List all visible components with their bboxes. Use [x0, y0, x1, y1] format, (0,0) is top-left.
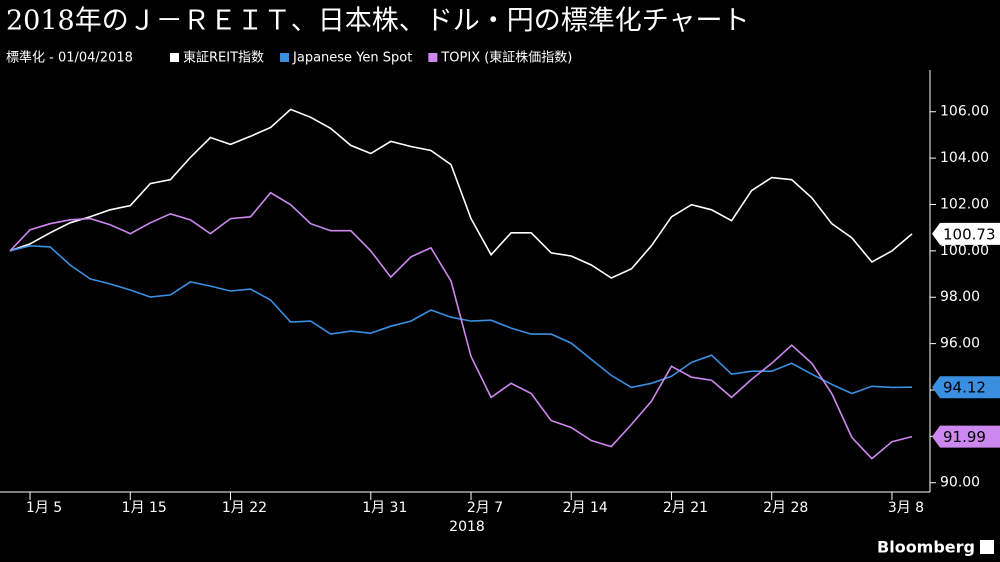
x-tick-label: 2月 7	[467, 500, 503, 516]
y-tick-label: 106.00	[940, 104, 989, 120]
y-tick-label: 100.00	[940, 243, 989, 259]
legend-swatch	[280, 53, 290, 62]
x-tick-label: 2月 14	[563, 500, 608, 516]
legend-label: 東証REIT指数	[183, 50, 264, 66]
end-value-tag	[932, 425, 1000, 448]
x-tick-label: 1月 31	[362, 500, 407, 516]
end-value-label: 94.12	[943, 379, 986, 397]
legend-swatch	[428, 53, 438, 62]
logo-icon	[980, 540, 994, 554]
y-tick-label: 98.00	[940, 289, 980, 305]
series-line	[9, 108, 913, 279]
series-line	[9, 191, 913, 460]
chart-title: 2018年のＪ－ＲＥＩＴ、日本株、ドル・円の標準化チャート	[6, 6, 749, 37]
x-tick-label: 2月 28	[763, 500, 808, 516]
x-tick-label: 1月 15	[122, 500, 167, 516]
legend-label: Japanese Yen Spot	[292, 51, 412, 66]
x-axis-label: 2018	[449, 519, 485, 535]
legend-label: TOPIX (東証株価指数)	[440, 50, 572, 66]
legend-swatch	[170, 53, 179, 62]
chart-subtitle: 標準化 - 01/04/2018	[6, 50, 133, 66]
source-logo: Bloomberg	[877, 538, 975, 557]
y-tick-label: 104.00	[940, 150, 989, 166]
end-value-label: 91.99	[943, 428, 986, 446]
y-tick-label: 102.00	[940, 196, 989, 212]
end-value-label: 100.73	[943, 225, 996, 243]
x-tick-label: 3月 8	[888, 500, 924, 516]
y-tick-label: 90.00	[940, 475, 980, 491]
end-value-tag	[932, 376, 1000, 399]
end-value-tag	[932, 222, 1000, 245]
x-tick-label: 1月 22	[222, 500, 267, 516]
x-tick-label: 1月 5	[26, 500, 62, 516]
x-tick-label: 2月 21	[663, 500, 708, 516]
y-tick-label: 96.00	[940, 336, 980, 352]
